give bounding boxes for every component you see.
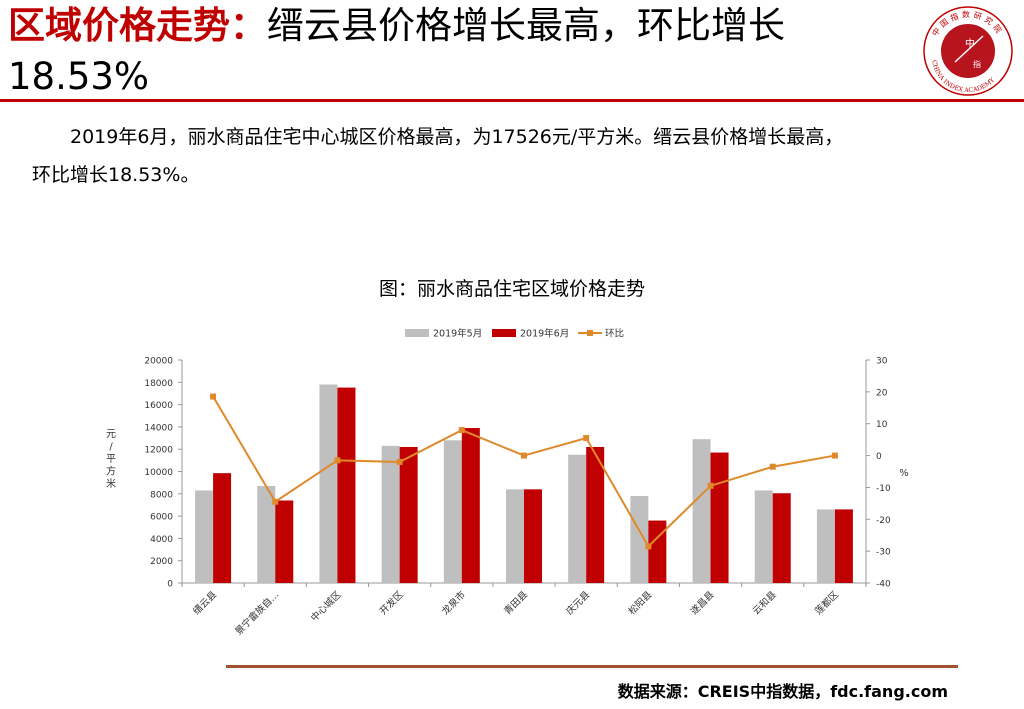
bar-may bbox=[319, 384, 338, 583]
bar-may bbox=[443, 440, 462, 583]
line-mom-point bbox=[521, 452, 527, 459]
bar-may bbox=[506, 489, 524, 583]
line-mom-point bbox=[458, 427, 465, 434]
y-left-label-char: 方 bbox=[106, 465, 116, 478]
x-category-label: 云和县 bbox=[751, 589, 779, 617]
y-left-tick-label: 4000 bbox=[150, 535, 173, 545]
y-left-label-char: 元 bbox=[106, 429, 116, 440]
y-left-tick-label: 18000 bbox=[144, 379, 173, 389]
logo-char-bottom: 指 bbox=[973, 59, 981, 69]
legend-swatch-may bbox=[405, 329, 429, 337]
line-mom-point bbox=[334, 457, 341, 464]
line-mom-point bbox=[272, 498, 279, 505]
bar-may bbox=[754, 490, 773, 583]
line-mom-point bbox=[210, 393, 217, 400]
footer-rule bbox=[226, 665, 958, 668]
bar-june bbox=[461, 428, 480, 583]
logo: 中 指 CHINA INDEX ACADEMY 中国指数研究院 bbox=[923, 6, 1013, 96]
bar-june bbox=[399, 446, 418, 583]
bar-may bbox=[816, 509, 835, 583]
x-category-label: 遂昌县 bbox=[688, 589, 717, 618]
summary-paragraph: 2019年6月，丽水商品住宅中心城区价格最高，为17526元/平方米。缙云县价格… bbox=[32, 118, 1012, 194]
bar-june bbox=[648, 520, 667, 583]
y-left-tick-label: 2000 bbox=[150, 557, 173, 567]
bar-may bbox=[568, 454, 587, 583]
y-right-tick-label: 10 bbox=[876, 420, 888, 430]
y-left-tick-label: 8000 bbox=[150, 490, 173, 500]
bar-june bbox=[772, 493, 791, 583]
y-right-label: % bbox=[899, 468, 909, 479]
x-category-label: 龙泉市 bbox=[439, 588, 468, 617]
x-category-label: 中心城区 bbox=[308, 588, 344, 624]
page-title: 区域价格走势：缙云县价格增长最高，环比增长 bbox=[8, 4, 908, 55]
title-highlight: 区域价格走势： bbox=[8, 4, 267, 47]
bar-june bbox=[710, 452, 729, 583]
bar-may bbox=[195, 490, 214, 583]
bar-may bbox=[381, 445, 400, 583]
y-right-tick-label: -20 bbox=[876, 516, 891, 526]
bar-june bbox=[337, 387, 356, 583]
y-left-tick-label: 0 bbox=[167, 580, 173, 590]
logo-char-top: 中 bbox=[965, 37, 975, 50]
x-category-label: 莲都区 bbox=[812, 588, 841, 617]
y-right-tick-label: -40 bbox=[876, 580, 891, 590]
line-mom-point bbox=[583, 435, 590, 442]
line-mom-point bbox=[831, 452, 838, 459]
x-category-label: 缙云县 bbox=[191, 589, 220, 618]
x-category-label: 青田县 bbox=[501, 589, 530, 618]
bar-may bbox=[692, 439, 711, 583]
y-left-label-char: 平 bbox=[106, 454, 116, 465]
legend-swatch-june bbox=[492, 329, 516, 337]
summary-line-2: 环比增长18.53%。 bbox=[32, 164, 200, 186]
legend-swatch-mom-marker bbox=[587, 330, 593, 336]
chart-caption: 图：丽水商品住宅区域价格走势 bbox=[378, 278, 645, 300]
y-left-tick-label: 14000 bbox=[144, 423, 173, 433]
data-source: 数据来源：CREIS中指数据，fdc.fang.com bbox=[617, 682, 948, 701]
line-mom-point bbox=[645, 543, 652, 550]
y-left-tick-label: 20000 bbox=[144, 357, 173, 367]
y-left-label-char: / bbox=[109, 442, 113, 453]
bar-may bbox=[257, 485, 276, 583]
bar-june bbox=[834, 509, 853, 583]
line-mom-point bbox=[396, 458, 403, 465]
line-mom-point bbox=[707, 482, 714, 489]
y-right-tick-label: -10 bbox=[876, 484, 891, 494]
legend-label-mom: 环比 bbox=[605, 328, 624, 340]
x-category-label: 松阳县 bbox=[626, 589, 655, 618]
y-left-tick-label: 6000 bbox=[150, 513, 173, 523]
y-right-tick-label: -30 bbox=[876, 548, 891, 558]
y-right-tick-label: 30 bbox=[876, 357, 888, 367]
header-rule bbox=[0, 99, 1024, 102]
y-right-tick-label: 0 bbox=[876, 452, 882, 462]
y-left-label-char: 米 bbox=[106, 477, 116, 490]
legend-label-june: 2019年6月 bbox=[520, 328, 569, 340]
x-category-label: 开发区 bbox=[377, 588, 406, 617]
legend-label-may: 2019年5月 bbox=[433, 328, 482, 340]
bar-june bbox=[213, 473, 232, 583]
y-left-tick-label: 12000 bbox=[144, 446, 173, 456]
y-left-tick-label: 16000 bbox=[144, 401, 173, 411]
title-main: 缙云县价格增长最高，环比增长 bbox=[267, 4, 785, 47]
line-mom-point bbox=[769, 463, 776, 470]
bar-june bbox=[586, 446, 605, 583]
bar-may bbox=[630, 496, 649, 583]
x-category-label: 庆元县 bbox=[564, 589, 593, 618]
bar-june bbox=[524, 489, 542, 583]
summary-line-1: 2019年6月，丽水商品住宅中心城区价格最高，为17526元/平方米。缙云县价格… bbox=[70, 126, 844, 148]
x-category-label: 景宁畲族自… bbox=[233, 589, 282, 638]
y-left-tick-label: 10000 bbox=[144, 468, 173, 478]
bar-june bbox=[275, 500, 294, 583]
title-line2: 18.53% bbox=[8, 55, 150, 98]
y-right-tick-label: 20 bbox=[876, 388, 888, 398]
